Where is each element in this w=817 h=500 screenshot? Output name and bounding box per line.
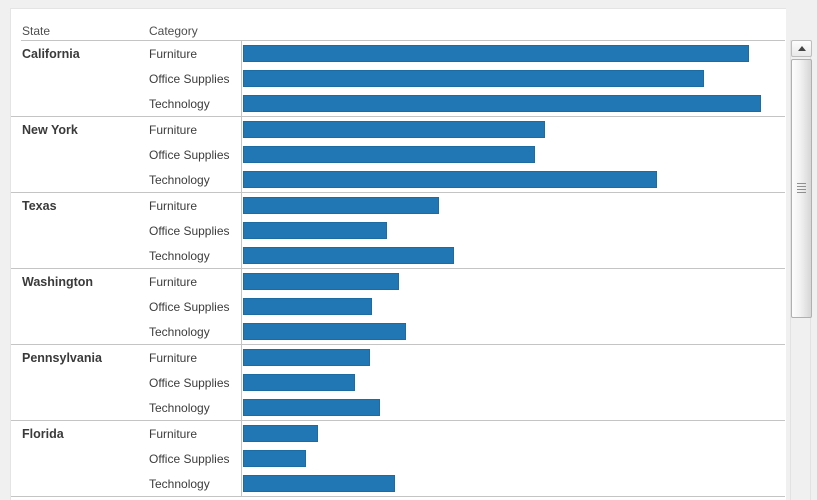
sales-bar[interactable] [243,399,380,416]
bar-row [242,91,785,116]
state-row: California Furniture Office Supplies Techno… [11,41,785,117]
state-header-cell: Florida [11,421,141,496]
sales-bar[interactable] [243,425,318,442]
category-label: Technology [149,400,210,415]
bar-panel [241,421,785,496]
state-header-cell: California [11,41,141,116]
state-row: Washington Furniture Office Supplies Techno… [11,269,785,345]
sales-bar[interactable] [243,349,370,366]
sales-bar[interactable] [243,45,749,62]
category-label: Technology [149,96,210,111]
bar-row [242,167,785,192]
state-header-cell: Washington [11,269,141,344]
bar-row [242,421,785,446]
sales-bar[interactable] [243,374,355,391]
state-label: New York [22,122,78,137]
sales-bar[interactable] [243,298,372,315]
chart-body: California Furniture Office Supplies Techno… [11,41,785,497]
bar-row [242,66,785,91]
state-header-cell: New York [11,117,141,192]
sales-bar[interactable] [243,247,454,264]
state-row: New York Furniture Office Supplies Technolo… [11,117,785,193]
crosstab-sheet: State Category California Furniture Office… [10,8,786,500]
state-row: Texas Furniture Office Supplies Technology [11,193,785,269]
bar-panel [241,345,785,420]
scrollbar-thumb[interactable] [791,59,812,318]
state-label: California [22,46,80,61]
bar-row [242,117,785,142]
state-label: Florida [22,426,64,441]
sales-bar[interactable] [243,146,535,163]
bar-panel [241,41,785,116]
sales-bar[interactable] [243,450,306,467]
bar-row [242,395,785,420]
sales-bar[interactable] [243,273,399,290]
category-label: Office Supplies [149,223,230,238]
state-label: Pennsylvania [22,350,102,365]
category-label: Office Supplies [149,375,230,390]
category-label: Technology [149,476,210,491]
category-label: Furniture [149,198,198,213]
category-label: Office Supplies [149,299,230,314]
state-label: Washington [22,274,94,289]
state-header-cell: Texas [11,193,141,268]
sales-bar[interactable] [243,222,387,239]
grip-lines-icon [797,183,806,194]
sales-bar[interactable] [243,70,704,87]
sales-bar[interactable] [243,95,761,112]
category-header-cell: Furniture Office Supplies Technology [141,345,241,420]
sales-bar[interactable] [243,171,657,188]
bar-panel [241,269,785,344]
bar-row [242,193,785,218]
state-header-cell: Pennsylvania [11,345,141,420]
bar-row [242,218,785,243]
category-label: Office Supplies [149,71,230,86]
category-label: Furniture [149,350,198,365]
category-label: Technology [149,172,210,187]
category-header-cell: Furniture Office Supplies Technology [141,421,241,496]
bar-panel [241,117,785,192]
bar-panel [241,193,785,268]
category-label: Furniture [149,274,198,289]
state-row: Pennsylvania Furniture Office Supplies Tech… [11,345,785,421]
category-column-header: Category [149,24,198,38]
category-label: Office Supplies [149,451,230,466]
bar-row [242,294,785,319]
sales-bar[interactable] [243,197,439,214]
state-column-header: State [22,24,51,38]
category-header-cell: Furniture Office Supplies Technology [141,117,241,192]
bar-row [242,446,785,471]
sales-bar[interactable] [243,475,395,492]
scroll-up-button[interactable] [791,40,812,57]
category-label: Furniture [149,46,198,61]
category-label: Furniture [149,122,198,137]
bar-row [242,471,785,496]
state-label: Texas [22,198,57,213]
category-label: Office Supplies [149,147,230,162]
category-label: Technology [149,324,210,339]
bar-row [242,243,785,268]
category-label: Furniture [149,426,198,441]
bar-row [242,345,785,370]
bar-row [242,41,785,66]
bar-row [242,142,785,167]
sales-bar[interactable] [243,323,406,340]
bar-row [242,269,785,294]
column-headers: State Category [11,9,785,41]
vertical-scrollbar[interactable] [790,40,812,500]
category-header-cell: Furniture Office Supplies Technology [141,193,241,268]
category-header-cell: Furniture Office Supplies Technology [141,41,241,116]
category-header-cell: Furniture Office Supplies Technology [141,269,241,344]
header-underline [21,40,785,41]
bar-row [242,319,785,344]
category-label: Technology [149,248,210,263]
sales-bar[interactable] [243,121,545,138]
bar-row [242,370,785,395]
state-row: Florida Furniture Office Supplies Technolog… [11,421,785,497]
up-arrow-icon [797,46,806,51]
